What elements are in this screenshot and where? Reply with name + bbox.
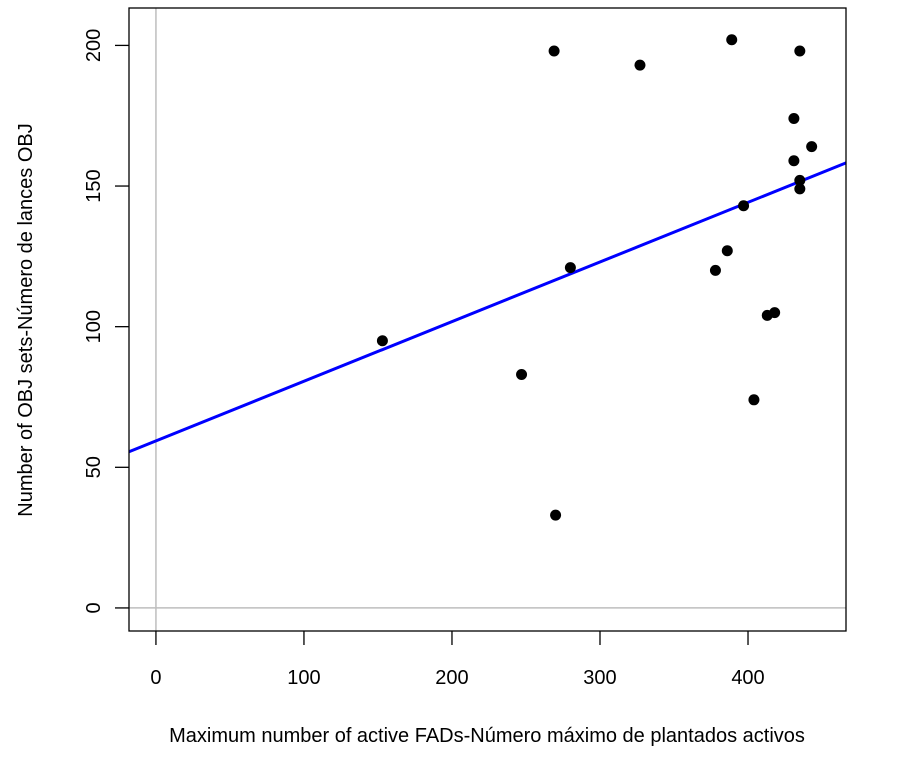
x-tick-label: 300 (583, 667, 616, 689)
point (788, 155, 800, 167)
y-tick-label: 50 (83, 456, 105, 478)
point (738, 200, 750, 212)
x-tick-label: 0 (150, 667, 161, 689)
y-tick-label: 0 (83, 602, 105, 613)
point (726, 34, 738, 46)
regression-line (128, 161, 847, 454)
point (564, 262, 576, 274)
y-axis-label: Number of OBJ sets-Número de lances OBJ (15, 123, 37, 516)
point (721, 245, 733, 257)
point (548, 45, 560, 57)
plot-frame (128, 7, 847, 632)
point (794, 183, 806, 195)
point (516, 368, 528, 380)
x-tick-label: 200 (435, 667, 468, 689)
point (376, 335, 388, 347)
y-tick-label: 200 (83, 29, 105, 62)
x-tick-label: 400 (731, 667, 764, 689)
point (794, 45, 806, 57)
point (794, 174, 806, 186)
y-tick-label: 100 (83, 310, 105, 343)
point (550, 509, 562, 521)
point (634, 59, 646, 71)
x-axis-label: Maximum number of active FADs-Número máx… (169, 725, 805, 747)
point (769, 307, 781, 319)
x-tick-label: 100 (287, 667, 320, 689)
point (748, 394, 760, 406)
point (806, 141, 818, 153)
y-tick-label: 150 (83, 169, 105, 202)
point (709, 264, 721, 276)
point (788, 113, 800, 125)
